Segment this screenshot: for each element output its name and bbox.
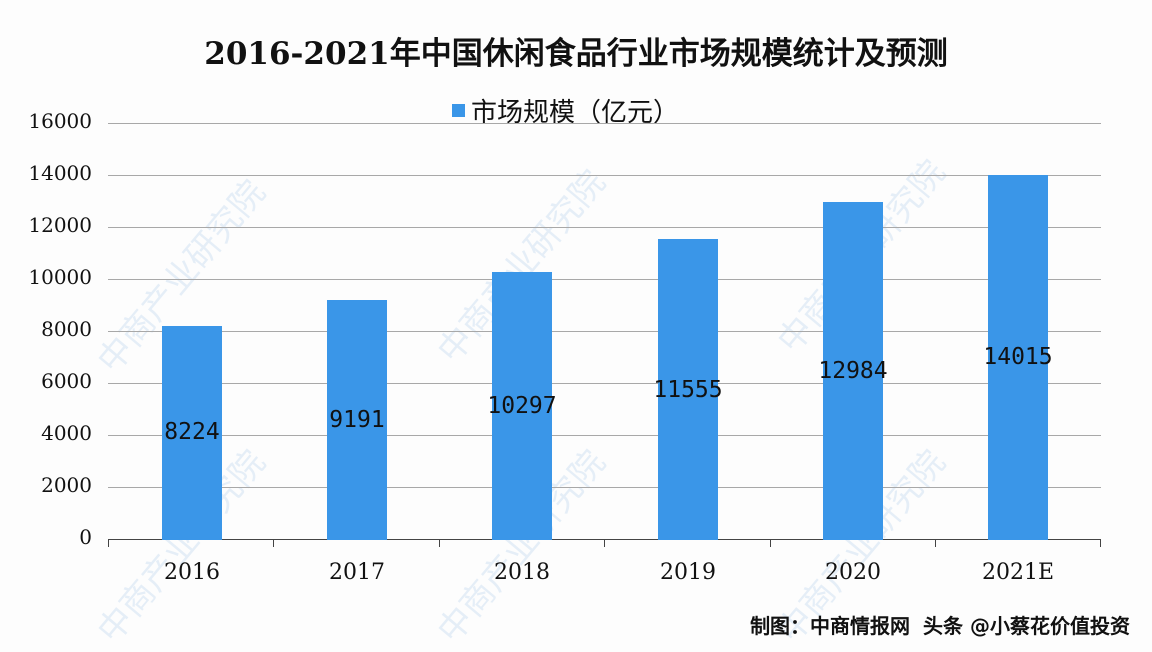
gridline — [108, 279, 1101, 280]
bar-2017 — [327, 300, 387, 540]
bar-2018 — [492, 271, 552, 540]
bar-2020 — [823, 201, 883, 540]
x-tick-label: 2019 — [660, 560, 716, 585]
bar-value-label: 8224 — [164, 419, 220, 445]
gridline — [108, 487, 1101, 488]
legend-swatch — [452, 103, 465, 117]
y-tick-label: 14000 — [28, 161, 92, 185]
x-tick — [770, 540, 771, 547]
legend: 市场规模（亿元） — [452, 92, 679, 128]
gridline — [108, 331, 1101, 332]
gridline — [108, 383, 1101, 384]
chart-title: 2016-2021年中国休闲食品行业市场规模统计及预测 — [204, 36, 948, 72]
y-tick-label: 12000 — [28, 213, 92, 237]
bar-value-label: 12984 — [818, 358, 888, 384]
x-tick — [439, 540, 440, 547]
gridline — [108, 123, 1101, 124]
x-tick-label: 2016 — [164, 560, 220, 585]
x-tick-label: 2020 — [825, 560, 881, 585]
x-axis-line — [108, 539, 1101, 540]
gridline — [108, 435, 1101, 436]
bar-value-label: 11555 — [653, 377, 723, 403]
y-tick-label: 6000 — [41, 369, 92, 393]
gridline — [108, 175, 1101, 176]
y-tick-label: 16000 — [28, 109, 92, 133]
gridline — [108, 227, 1101, 228]
x-tick-label: 2017 — [329, 560, 385, 585]
x-tick — [604, 540, 605, 547]
x-tick — [273, 540, 274, 547]
x-tick — [935, 540, 936, 547]
y-tick-label: 10000 — [28, 265, 92, 289]
overlay-credit: 头条 @小蔡花价值投资 — [923, 614, 1130, 638]
x-tick — [108, 540, 109, 547]
bar-2019 — [658, 238, 718, 540]
source-credit: 制图：中商情报网 — [750, 614, 911, 638]
legend-label: 市场规模（亿元） — [471, 97, 680, 128]
x-tick — [1100, 540, 1101, 547]
y-tick-label: 2000 — [41, 473, 92, 497]
bar-value-label: 9191 — [329, 407, 385, 433]
y-tick-label: 8000 — [41, 317, 92, 341]
bar-value-label: 14015 — [983, 344, 1053, 370]
bar-2016 — [162, 325, 222, 540]
bar-value-label: 10297 — [487, 393, 557, 419]
x-tick-label: 2021E — [981, 560, 1055, 585]
bar-2021e — [988, 174, 1048, 540]
y-tick-label: 0 — [79, 525, 92, 549]
x-tick-label: 2018 — [494, 560, 550, 585]
plot-area: 8224 9191 10297 11555 12984 14015 — [108, 123, 1101, 547]
y-tick-label: 4000 — [41, 421, 92, 445]
source-footer: 制图：中商情报网 头条 @小蔡花价值投资 — [750, 610, 1130, 639]
